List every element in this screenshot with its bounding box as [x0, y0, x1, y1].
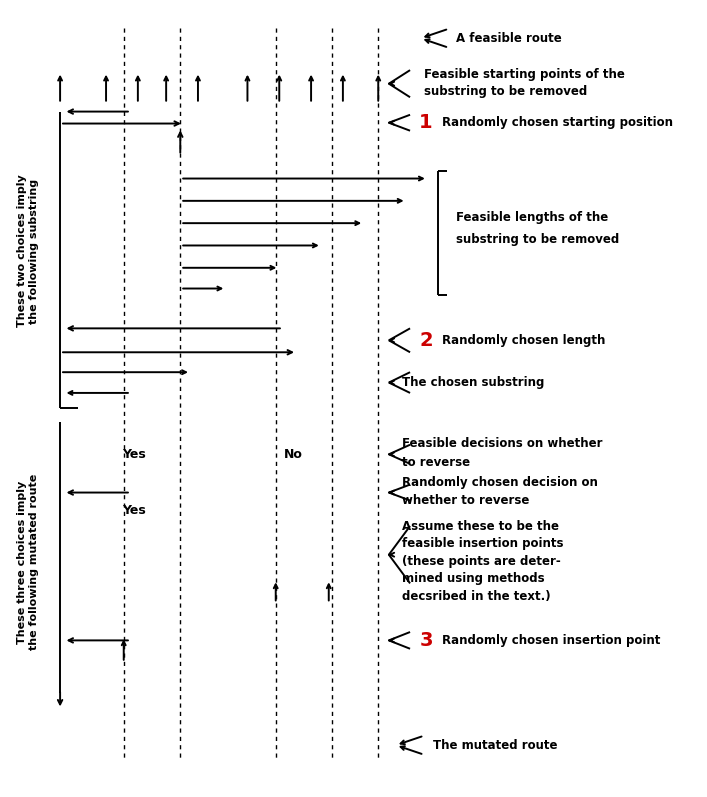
- Text: substring to be removed: substring to be removed: [424, 85, 588, 98]
- Text: feasible insertion points: feasible insertion points: [402, 537, 563, 550]
- Text: The mutated route: The mutated route: [433, 739, 557, 752]
- Text: The chosen substring: The chosen substring: [402, 376, 544, 389]
- Text: Randomly chosen insertion point: Randomly chosen insertion point: [442, 634, 660, 647]
- Text: 2: 2: [419, 331, 433, 350]
- Text: Randomly chosen decision on: Randomly chosen decision on: [402, 476, 597, 489]
- Text: These two choices imply
the following substring: These two choices imply the following su…: [18, 175, 39, 328]
- Text: Randomly chosen length: Randomly chosen length: [442, 334, 605, 347]
- Text: Assume these to be the: Assume these to be the: [402, 520, 559, 532]
- Text: Feasible decisions on whether: Feasible decisions on whether: [402, 438, 602, 450]
- Text: Feasible lengths of the: Feasible lengths of the: [456, 210, 608, 224]
- Text: substring to be removed: substring to be removed: [456, 233, 619, 246]
- Text: These three choices imply
the following mutated route: These three choices imply the following …: [18, 473, 39, 650]
- Text: to reverse: to reverse: [402, 456, 469, 469]
- Text: (these points are deter-: (these points are deter-: [402, 555, 561, 567]
- Text: 3: 3: [419, 631, 433, 650]
- Text: A feasible route: A feasible route: [456, 32, 562, 45]
- Text: Yes: Yes: [122, 504, 146, 516]
- Text: whether to reverse: whether to reverse: [402, 494, 529, 507]
- Text: mined using methods: mined using methods: [402, 572, 544, 585]
- Text: decsribed in the text.): decsribed in the text.): [402, 590, 550, 603]
- Text: Yes: Yes: [122, 448, 146, 461]
- Text: Feasible starting points of the: Feasible starting points of the: [424, 68, 625, 80]
- Text: Randomly chosen starting position: Randomly chosen starting position: [442, 116, 673, 129]
- Text: 1: 1: [419, 113, 433, 132]
- Text: No: No: [284, 448, 303, 461]
